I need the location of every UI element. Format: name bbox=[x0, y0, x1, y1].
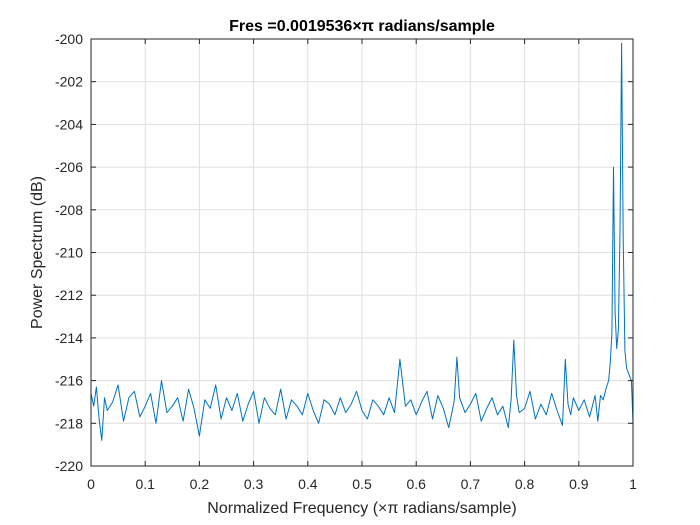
x-tick-label: 0.8 bbox=[515, 476, 535, 492]
y-tick-label: -204 bbox=[55, 116, 83, 132]
grid-lines bbox=[91, 39, 633, 466]
x-tick-label: 0.1 bbox=[135, 476, 155, 492]
x-tick-label: 0.7 bbox=[461, 476, 481, 492]
y-axis-label: Power Spectrum (dB) bbox=[29, 176, 46, 329]
y-tick-label: -220 bbox=[55, 458, 83, 474]
tick-labels: 0 0.1 0.2 0.3 0.4 0.5 0.6 0.7 0.8 0.9 1 -220 -218 -21… bbox=[55, 31, 637, 492]
y-tick-label: -216 bbox=[55, 373, 83, 389]
y-tick-label: -218 bbox=[55, 415, 83, 431]
axis-ticks bbox=[90, 38, 634, 467]
y-tick-label: -212 bbox=[55, 287, 83, 303]
y-tick-label: -202 bbox=[55, 74, 83, 90]
x-tick-label: 0.5 bbox=[352, 476, 372, 492]
x-tick-label: 0.9 bbox=[569, 476, 589, 492]
x-axis-label: Normalized Frequency (×π radians/sample) bbox=[207, 500, 516, 517]
x-tick-label: 1 bbox=[629, 476, 637, 492]
y-tick-label: -200 bbox=[55, 31, 83, 47]
spectrum-line bbox=[90, 42, 634, 441]
x-tick-label: 0 bbox=[87, 476, 95, 492]
y-tick-label: -214 bbox=[55, 330, 83, 346]
chart-title: Fres =0.0019536×π radians/sample bbox=[229, 18, 495, 35]
y-tick-label: -208 bbox=[55, 202, 83, 218]
y-tick-label: -206 bbox=[55, 159, 83, 175]
x-tick-label: 0.6 bbox=[406, 476, 426, 492]
x-tick-label: 0.4 bbox=[298, 476, 318, 492]
data-series bbox=[90, 42, 634, 441]
y-tick-label: -210 bbox=[55, 245, 83, 261]
x-tick-label: 0.3 bbox=[244, 476, 264, 492]
x-tick-label: 0.2 bbox=[190, 476, 210, 492]
